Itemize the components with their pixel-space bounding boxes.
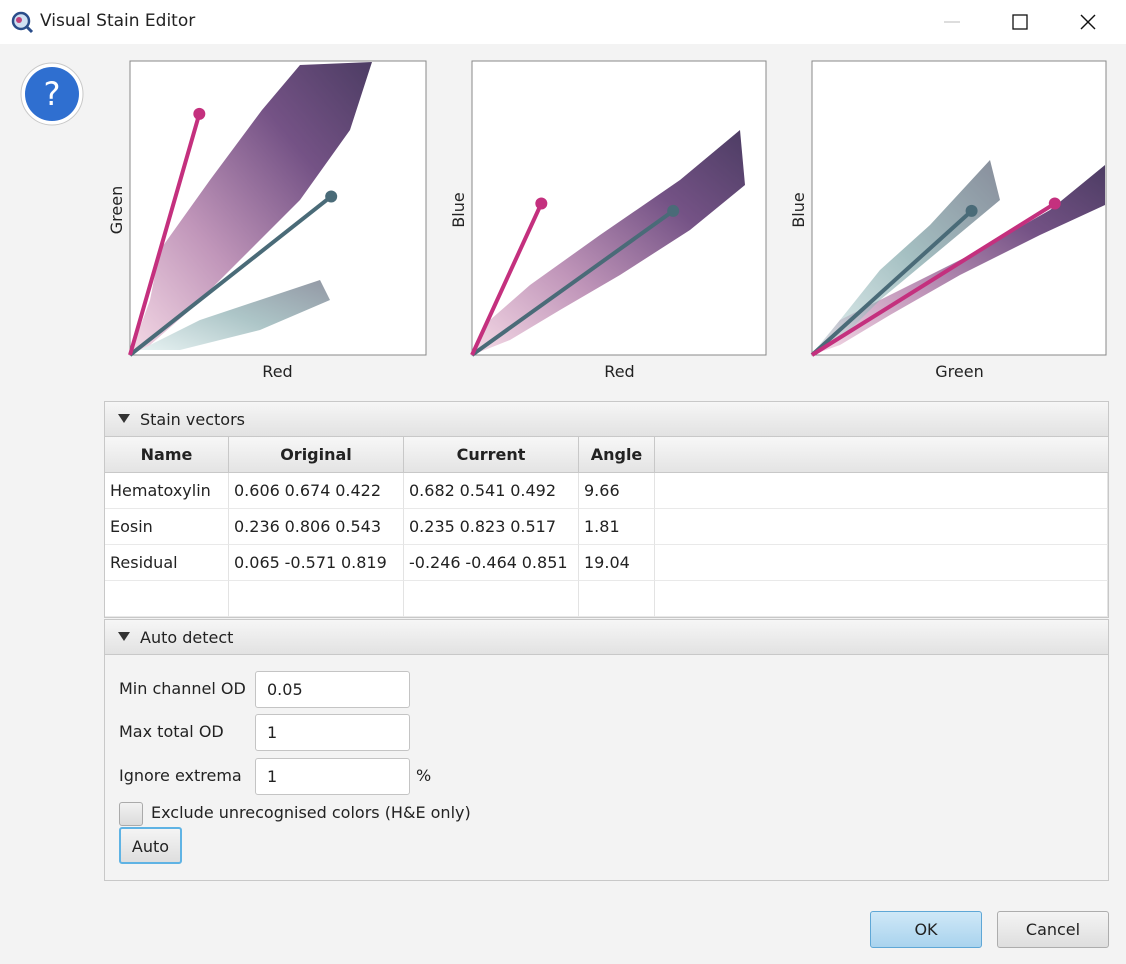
vector-component: 0.236 — [234, 517, 280, 536]
maximize[interactable] — [1012, 14, 1028, 30]
stain-vector-end — [667, 204, 680, 217]
vector-component: -0.246 — [409, 553, 461, 572]
column-header: Name — [105, 437, 229, 473]
table-cell — [105, 581, 229, 617]
x-axis-label: Red — [262, 362, 292, 381]
vector-component: 0.065 — [234, 553, 280, 572]
x-axis-label: Red — [604, 362, 634, 381]
column-header: Original — [229, 437, 404, 473]
vector-component: 0.806 — [284, 517, 331, 536]
table-cell — [655, 509, 1108, 545]
svg-text:?: ? — [44, 75, 61, 113]
text-input[interactable]: 1 — [255, 758, 410, 795]
auto-detect-header[interactable]: Auto detect — [104, 619, 1109, 655]
vector-component: 0.541 — [459, 481, 506, 500]
vector-component: 0.823 — [459, 517, 506, 536]
plots: Red Green Red Blue Green Blue — [107, 60, 1107, 381]
y-axis-label: Blue — [449, 192, 468, 227]
table-cell: 0.682 0.541 0.492 — [404, 473, 579, 509]
table-cell: 0.235 0.823 0.517 — [404, 509, 579, 545]
panel-title: Auto detect — [140, 628, 234, 647]
window-controls — [944, 14, 1096, 30]
checkbox-label: Exclude unrecognised colors (H&E only) — [151, 803, 471, 822]
scatter-cloud — [140, 280, 330, 350]
stain-vector — [810, 209, 973, 357]
vector-component: -0.571 — [284, 553, 337, 572]
table-cell — [229, 581, 404, 617]
table-cell — [579, 581, 655, 617]
table-cell: 0.606 0.674 0.422 — [229, 473, 404, 509]
stain-vector-end — [535, 197, 548, 210]
table-cell: Residual — [105, 545, 229, 581]
stain-vector — [470, 202, 544, 356]
stain-vector — [128, 194, 333, 357]
text-input[interactable]: 0.05 — [255, 671, 410, 708]
stain-table: Name Original Current Angle Hematoxylin 0.606… — [104, 437, 1109, 618]
unit-label: % — [416, 766, 432, 785]
table-cell — [655, 545, 1108, 581]
stain-vector — [128, 113, 202, 356]
cancel-button[interactable]: Cancel — [997, 911, 1109, 948]
y-axis-label: Blue — [789, 192, 808, 227]
auto-button[interactable]: Auto — [119, 827, 182, 864]
close[interactable] — [1080, 14, 1096, 30]
table-cell: 1.81 — [579, 509, 655, 545]
vector-component: 0.492 — [510, 481, 557, 500]
scatter-cloud — [130, 62, 372, 355]
stain-vectors-header[interactable]: Stain vectors — [104, 401, 1109, 437]
help-button[interactable]: ? — [20, 62, 86, 128]
scatter-cloud — [815, 160, 1000, 350]
table-cell: 9.66 — [579, 473, 655, 509]
checkbox[interactable] — [119, 802, 143, 826]
app-icon — [11, 11, 34, 34]
vector-component: 0.819 — [340, 553, 387, 572]
scatter-cloud — [472, 130, 745, 355]
vector-component: 0.851 — [521, 553, 568, 572]
vector-component: 0.422 — [335, 481, 382, 500]
stain-vector — [810, 201, 1056, 357]
vector-component: 0.235 — [409, 517, 455, 536]
title-bar: Visual Stain Editor — [0, 0, 1126, 44]
column-header: Current — [404, 437, 579, 473]
vector-component: 0.682 — [409, 481, 455, 500]
table-cell: Eosin — [105, 509, 229, 545]
stain-vector-end — [193, 107, 206, 120]
stain-vector-end — [325, 190, 338, 203]
table-cell: -0.246 -0.464 0.851 — [404, 545, 579, 581]
text-input[interactable]: 1 — [255, 714, 410, 751]
table-cell: Hematoxylin — [105, 473, 229, 509]
stain-vector-end — [1048, 197, 1061, 210]
table-cell: 19.04 — [579, 545, 655, 581]
field-label: Min channel OD — [119, 679, 246, 698]
vector-component: 0.543 — [335, 517, 382, 536]
vector-component: 0.674 — [284, 481, 331, 500]
vector-component: -0.464 — [465, 553, 517, 572]
field-label: Max total OD — [119, 722, 224, 741]
x-axis-label: Green — [935, 362, 983, 381]
vector-component: 0.517 — [510, 517, 557, 536]
field-label: Ignore extrema — [119, 766, 242, 785]
ok-button[interactable]: OK — [870, 911, 982, 948]
table-cell: 0.065 -0.571 0.819 — [229, 545, 404, 581]
table-cell — [655, 473, 1108, 509]
y-axis-label: Green — [107, 186, 126, 234]
window-title: Visual Stain Editor — [40, 11, 196, 31]
vector-component: 0.606 — [234, 481, 280, 500]
column-header: Angle — [579, 437, 655, 473]
column-header — [655, 437, 1108, 473]
auto-detect-panel — [104, 655, 1109, 881]
stain-vector — [470, 209, 675, 357]
panel-title: Stain vectors — [140, 410, 245, 429]
table-cell — [404, 581, 579, 617]
table-cell — [655, 581, 1108, 617]
stain-vector-end — [965, 204, 978, 217]
table-cell: 0.236 0.806 0.543 — [229, 509, 404, 545]
